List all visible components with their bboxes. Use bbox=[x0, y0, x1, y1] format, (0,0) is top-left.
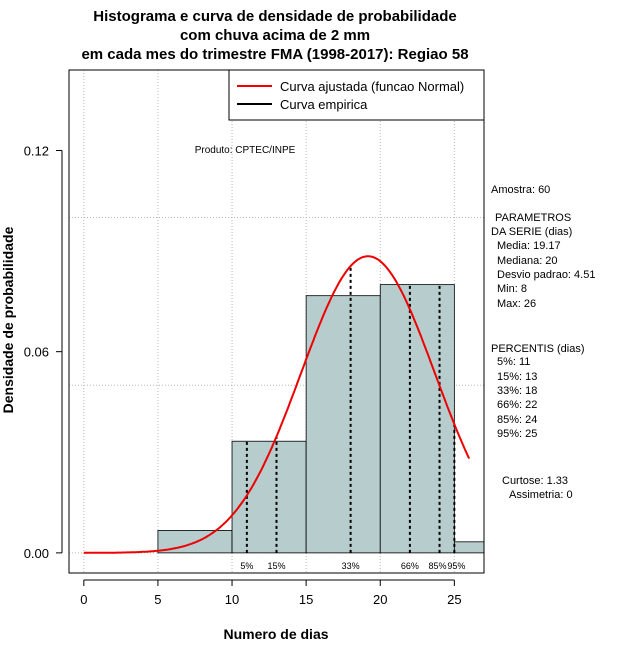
histogram-bar bbox=[453, 541, 484, 554]
percentil-15: 15%: 13 bbox=[497, 371, 537, 383]
legend-box bbox=[228, 69, 485, 121]
percentil-95: 95%: 25 bbox=[497, 428, 537, 440]
legend-label-empirical: Curva empirica bbox=[280, 97, 368, 112]
param-min: Min: 8 bbox=[497, 283, 527, 295]
percentile-lines: 5% 15% 33% 66% 85% 95% bbox=[240, 266, 465, 571]
x-axis: 0 5 10 15 20 25 bbox=[80, 579, 462, 607]
x-tick-label: 10 bbox=[225, 592, 239, 607]
chart-title-line-2: com chuva acima de 2 mm bbox=[180, 27, 370, 44]
normal-fit-curve bbox=[83, 255, 471, 554]
histogram-bars bbox=[157, 284, 484, 554]
percentil-5: 5%: 11 bbox=[497, 356, 530, 368]
param-mediana: Mediana: 20 bbox=[497, 255, 558, 267]
y-tick-label: 0.00 bbox=[24, 546, 49, 561]
y-axis: 0.00 0.06 0.12 bbox=[24, 143, 63, 561]
x-tick-label: 20 bbox=[373, 592, 387, 607]
param-desvio: Desvio padrao: 4.51 bbox=[497, 269, 595, 281]
curtose-value: Curtose: 1.33 bbox=[502, 475, 568, 487]
percentil-85: 85%: 24 bbox=[497, 414, 537, 426]
y-axis-title: Densidade de probabilidade bbox=[0, 226, 16, 413]
percentile-label: 66% bbox=[401, 561, 419, 571]
x-tick-label: 0 bbox=[80, 592, 87, 607]
percentile-label: 15% bbox=[267, 561, 285, 571]
x-tick-label: 5 bbox=[154, 592, 161, 607]
y-tick-label: 0.12 bbox=[24, 143, 49, 158]
percentile-label: 95% bbox=[447, 561, 465, 571]
side-panel: Amostra: 60 PARAMETROS DA SERIE (dias) M… bbox=[491, 184, 595, 501]
param-max: Max: 26 bbox=[497, 298, 536, 310]
sample-size: Amostra: 60 bbox=[491, 184, 550, 196]
percentile-label: 85% bbox=[429, 561, 447, 571]
percentil-33: 33%: 18 bbox=[497, 385, 537, 397]
x-tick-label: 25 bbox=[447, 592, 461, 607]
legend-label-normal: Curva ajustada (funcao Normal) bbox=[280, 79, 464, 94]
assimetria-value: Assimetria: 0 bbox=[509, 489, 573, 501]
percentis-header: PERCENTIS (dias) bbox=[491, 343, 585, 355]
params-header-2: DA SERIE (dias) bbox=[491, 226, 572, 238]
x-tick-label: 15 bbox=[299, 592, 313, 607]
y-tick-label: 0.06 bbox=[24, 345, 49, 360]
percentil-66: 66%: 22 bbox=[497, 399, 537, 411]
params-header-1: PARAMETROS bbox=[495, 212, 571, 224]
chart-title-line-3: em cada mes do trimestre FMA (1998-2017)… bbox=[81, 46, 468, 63]
param-media: Media: 19.17 bbox=[497, 240, 561, 252]
percentile-label: 5% bbox=[240, 561, 253, 571]
x-axis-title: Numero de dias bbox=[223, 626, 328, 642]
histogram-bar bbox=[231, 440, 307, 554]
product-annotation: Produto: CPTEC/INPE bbox=[195, 145, 296, 156]
histogram-bar bbox=[305, 295, 381, 554]
legend: Curva ajustada (funcao Normal) Curva emp… bbox=[228, 69, 485, 121]
percentile-label: 33% bbox=[342, 561, 360, 571]
chart-title-line-1: Histograma e curva de densidade de proba… bbox=[93, 8, 456, 25]
